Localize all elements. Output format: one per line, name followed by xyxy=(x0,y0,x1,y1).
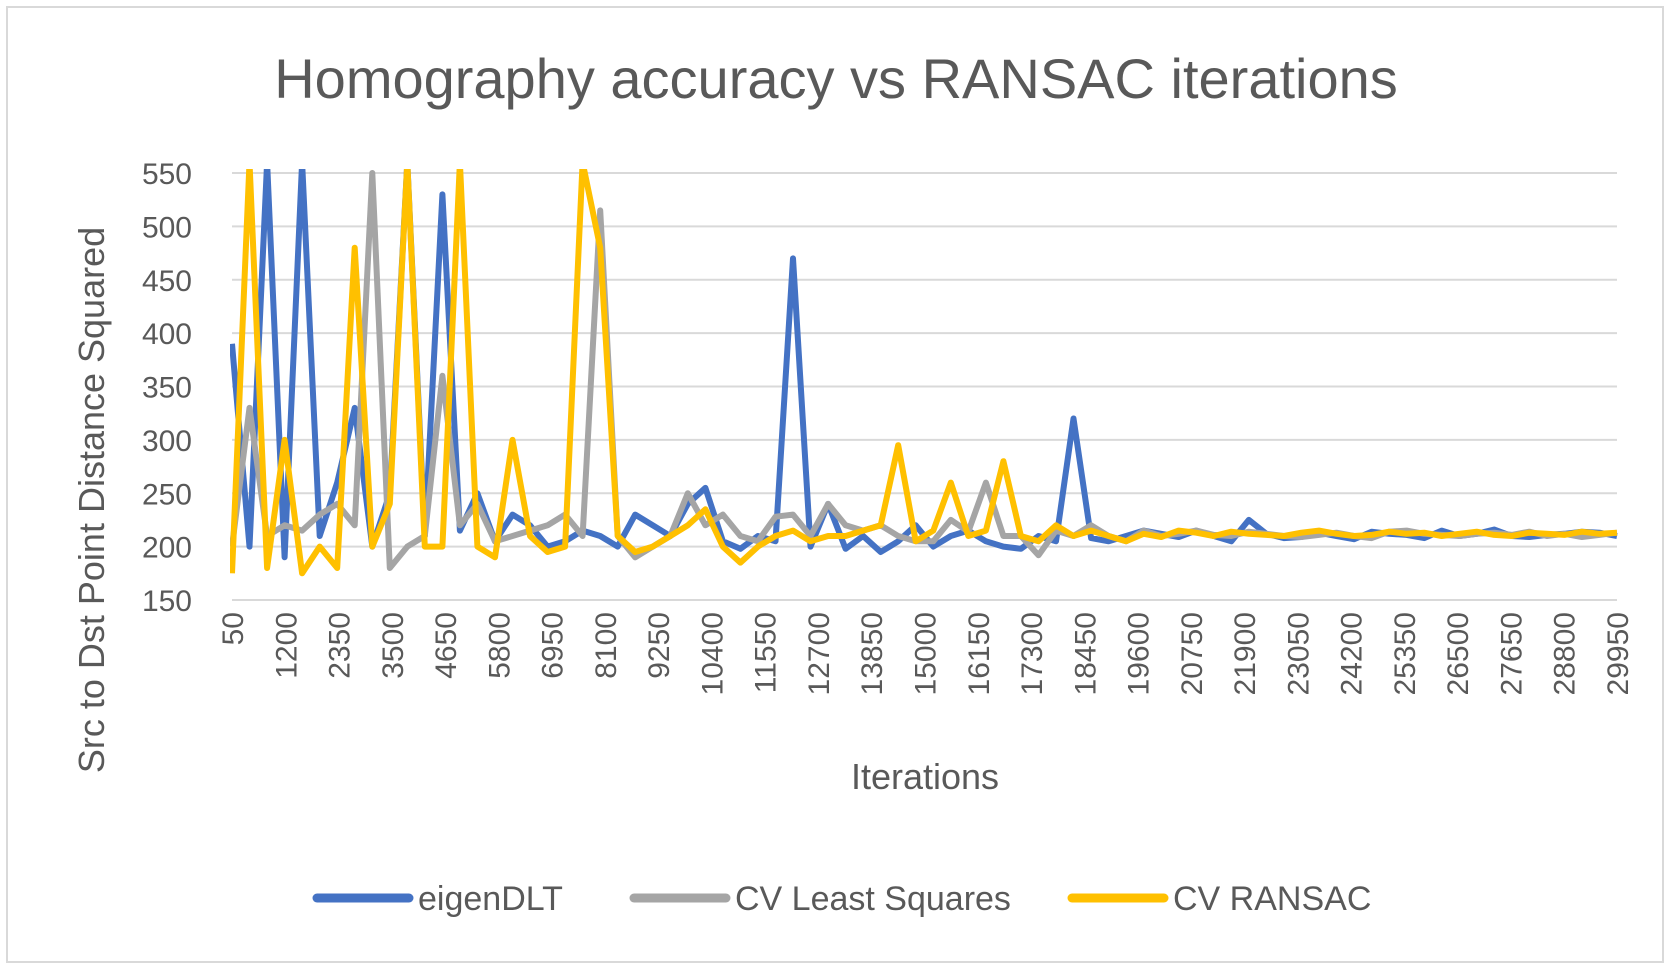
x-tick-label: 26500 xyxy=(1442,612,1475,695)
x-tick-label: 21900 xyxy=(1229,612,1262,695)
y-tick-label: 450 xyxy=(142,265,192,298)
x-tick-label: 11550 xyxy=(750,612,783,693)
x-tick-label: 13850 xyxy=(856,612,889,695)
x-axis-title: Iterations xyxy=(851,756,999,797)
x-tick-label: 5800 xyxy=(483,612,516,679)
y-axis-ticks: 150 200 250 300 350 400 450 500 550 xyxy=(142,158,192,618)
legend: eigenDLT CV Least Squares CV RANSAC xyxy=(312,880,1371,918)
x-tick-label: 23050 xyxy=(1282,612,1315,695)
y-tick-label: 300 xyxy=(142,425,192,458)
x-tick-label: 50 xyxy=(217,612,250,645)
x-tick-label: 29950 xyxy=(1602,612,1635,695)
x-tick-label: 20750 xyxy=(1176,612,1209,695)
x-tick-label: 25350 xyxy=(1389,612,1422,695)
x-tick-label: 28800 xyxy=(1549,612,1582,695)
x-tick-label: 18450 xyxy=(1069,612,1102,695)
x-tick-label: 15000 xyxy=(910,612,943,695)
legend-label-2: CV RANSAC xyxy=(1173,880,1371,918)
y-tick-label: 400 xyxy=(142,318,192,351)
y-tick-label: 500 xyxy=(142,211,192,244)
series-line-2 xyxy=(230,169,1618,577)
x-tick-label: 9250 xyxy=(643,612,676,679)
x-tick-label: 2350 xyxy=(324,612,357,679)
y-axis-title: Src to Dst Point Distance Squared xyxy=(71,227,112,773)
x-tick-label: 19600 xyxy=(1123,612,1156,695)
y-tick-label: 150 xyxy=(142,585,192,618)
legend-label-0: eigenDLT xyxy=(418,880,563,918)
series-lines xyxy=(230,169,1618,577)
x-tick-label: 27650 xyxy=(1495,612,1528,695)
legend-label-1: CV Least Squares xyxy=(735,880,1011,918)
x-tick-label: 12700 xyxy=(803,612,836,695)
x-tick-label: 6950 xyxy=(537,612,570,679)
x-tick-label: 4650 xyxy=(430,612,463,679)
y-tick-label: 200 xyxy=(142,532,192,565)
x-tick-label: 8100 xyxy=(590,612,623,679)
series-line-0 xyxy=(230,169,1618,561)
x-axis-ticks: 50 1200 2350 3500 4650 5800 6950 8100 9250 10400 1… xyxy=(217,612,1635,695)
x-tick-label: 16150 xyxy=(963,612,996,695)
x-tick-label: 17300 xyxy=(1016,612,1049,695)
x-tick-label: 1200 xyxy=(270,612,303,679)
x-tick-label: 24200 xyxy=(1336,612,1369,695)
chart-title: Homography accuracy vs RANSAC iterations xyxy=(274,47,1398,110)
y-tick-label: 350 xyxy=(142,372,192,405)
y-tick-label: 550 xyxy=(142,158,192,191)
x-tick-label: 3500 xyxy=(377,612,410,679)
x-tick-label: 10400 xyxy=(696,612,729,695)
y-tick-label: 250 xyxy=(142,478,192,511)
